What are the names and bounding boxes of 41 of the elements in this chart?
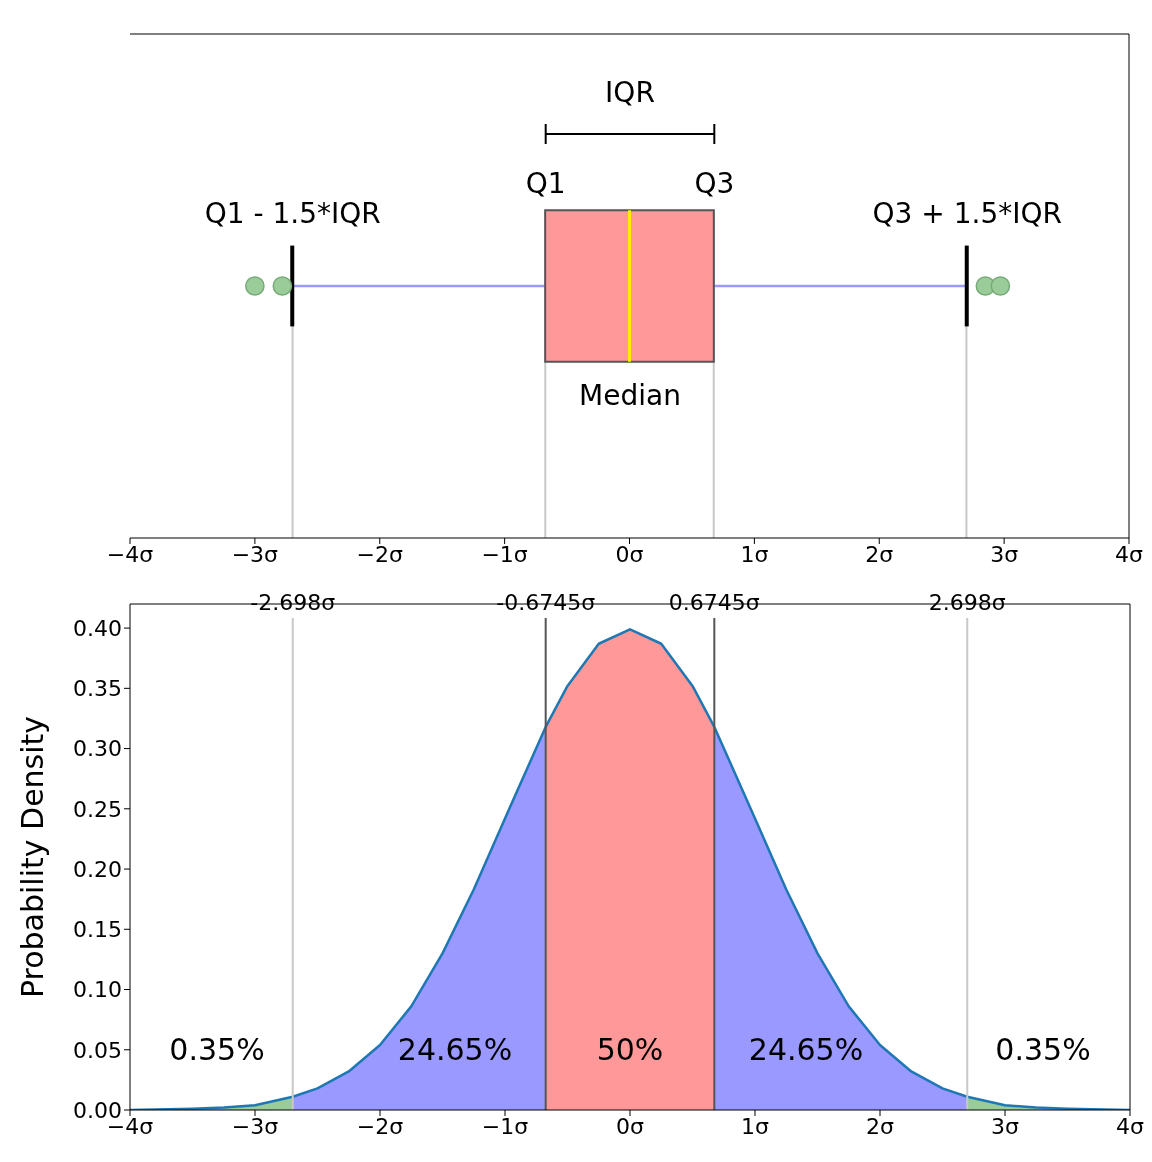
annotation: Q1 - 1.5*IQR	[204, 196, 381, 230]
y-tick-label: 0.35	[73, 676, 122, 702]
y-tick-label: 0.40	[73, 615, 122, 641]
ref-line-label: -2.698σ	[250, 590, 336, 615]
y-tick-label: 0.30	[73, 736, 122, 762]
x-tick-label: 2σ	[866, 1113, 895, 1139]
x-tick-label: −1σ	[481, 1113, 529, 1139]
y-tick-label: 0.05	[73, 1037, 122, 1063]
annotation: 0.35%	[169, 1031, 265, 1067]
ref-line-label: -0.6745σ	[496, 590, 596, 615]
x-tick-label: 1σ	[741, 1113, 770, 1139]
x-tick-label: 3σ	[990, 541, 1019, 567]
x-tick-label: 4σ	[1116, 1113, 1145, 1139]
annotation: 24.65%	[748, 1031, 864, 1067]
x-tick-label: −3σ	[231, 1113, 279, 1139]
x-tick-label: −2σ	[356, 541, 403, 567]
y-tick-label: 0.25	[73, 796, 122, 822]
annotation: 50%	[596, 1031, 664, 1067]
x-tick-label: 0σ	[616, 1113, 645, 1139]
ref-line-label: 2.698σ	[928, 590, 1006, 615]
y-tick-label: 0.20	[73, 856, 122, 882]
x-tick-label: 0σ	[615, 541, 644, 567]
x-tick-label: −2σ	[356, 1113, 404, 1139]
annotation: 24.65%	[397, 1031, 513, 1067]
x-tick-label: 4σ	[1115, 541, 1144, 567]
text: Q3	[694, 166, 735, 200]
x-tick-label: 1σ	[740, 541, 769, 567]
annotation: Median	[579, 378, 681, 412]
ref-line-label: 0.6745σ	[668, 590, 760, 615]
text: Q1	[525, 166, 566, 200]
x-tick-label: −1σ	[481, 541, 528, 567]
x-tick-label: 3σ	[991, 1113, 1020, 1139]
y-axis-title: Probability Density	[14, 715, 50, 999]
x-tick-label: −3σ	[231, 541, 279, 567]
x-tick-label: −4σ	[106, 541, 154, 567]
y-tick-label: 0.15	[73, 917, 122, 943]
annotation: 0.35%	[995, 1031, 1091, 1067]
y-tick-label: 0.10	[73, 977, 122, 1003]
text: IQR	[605, 75, 655, 109]
annotation: Q3 + 1.5*IQR	[872, 196, 1062, 230]
x-tick-label: 2σ	[865, 541, 894, 567]
